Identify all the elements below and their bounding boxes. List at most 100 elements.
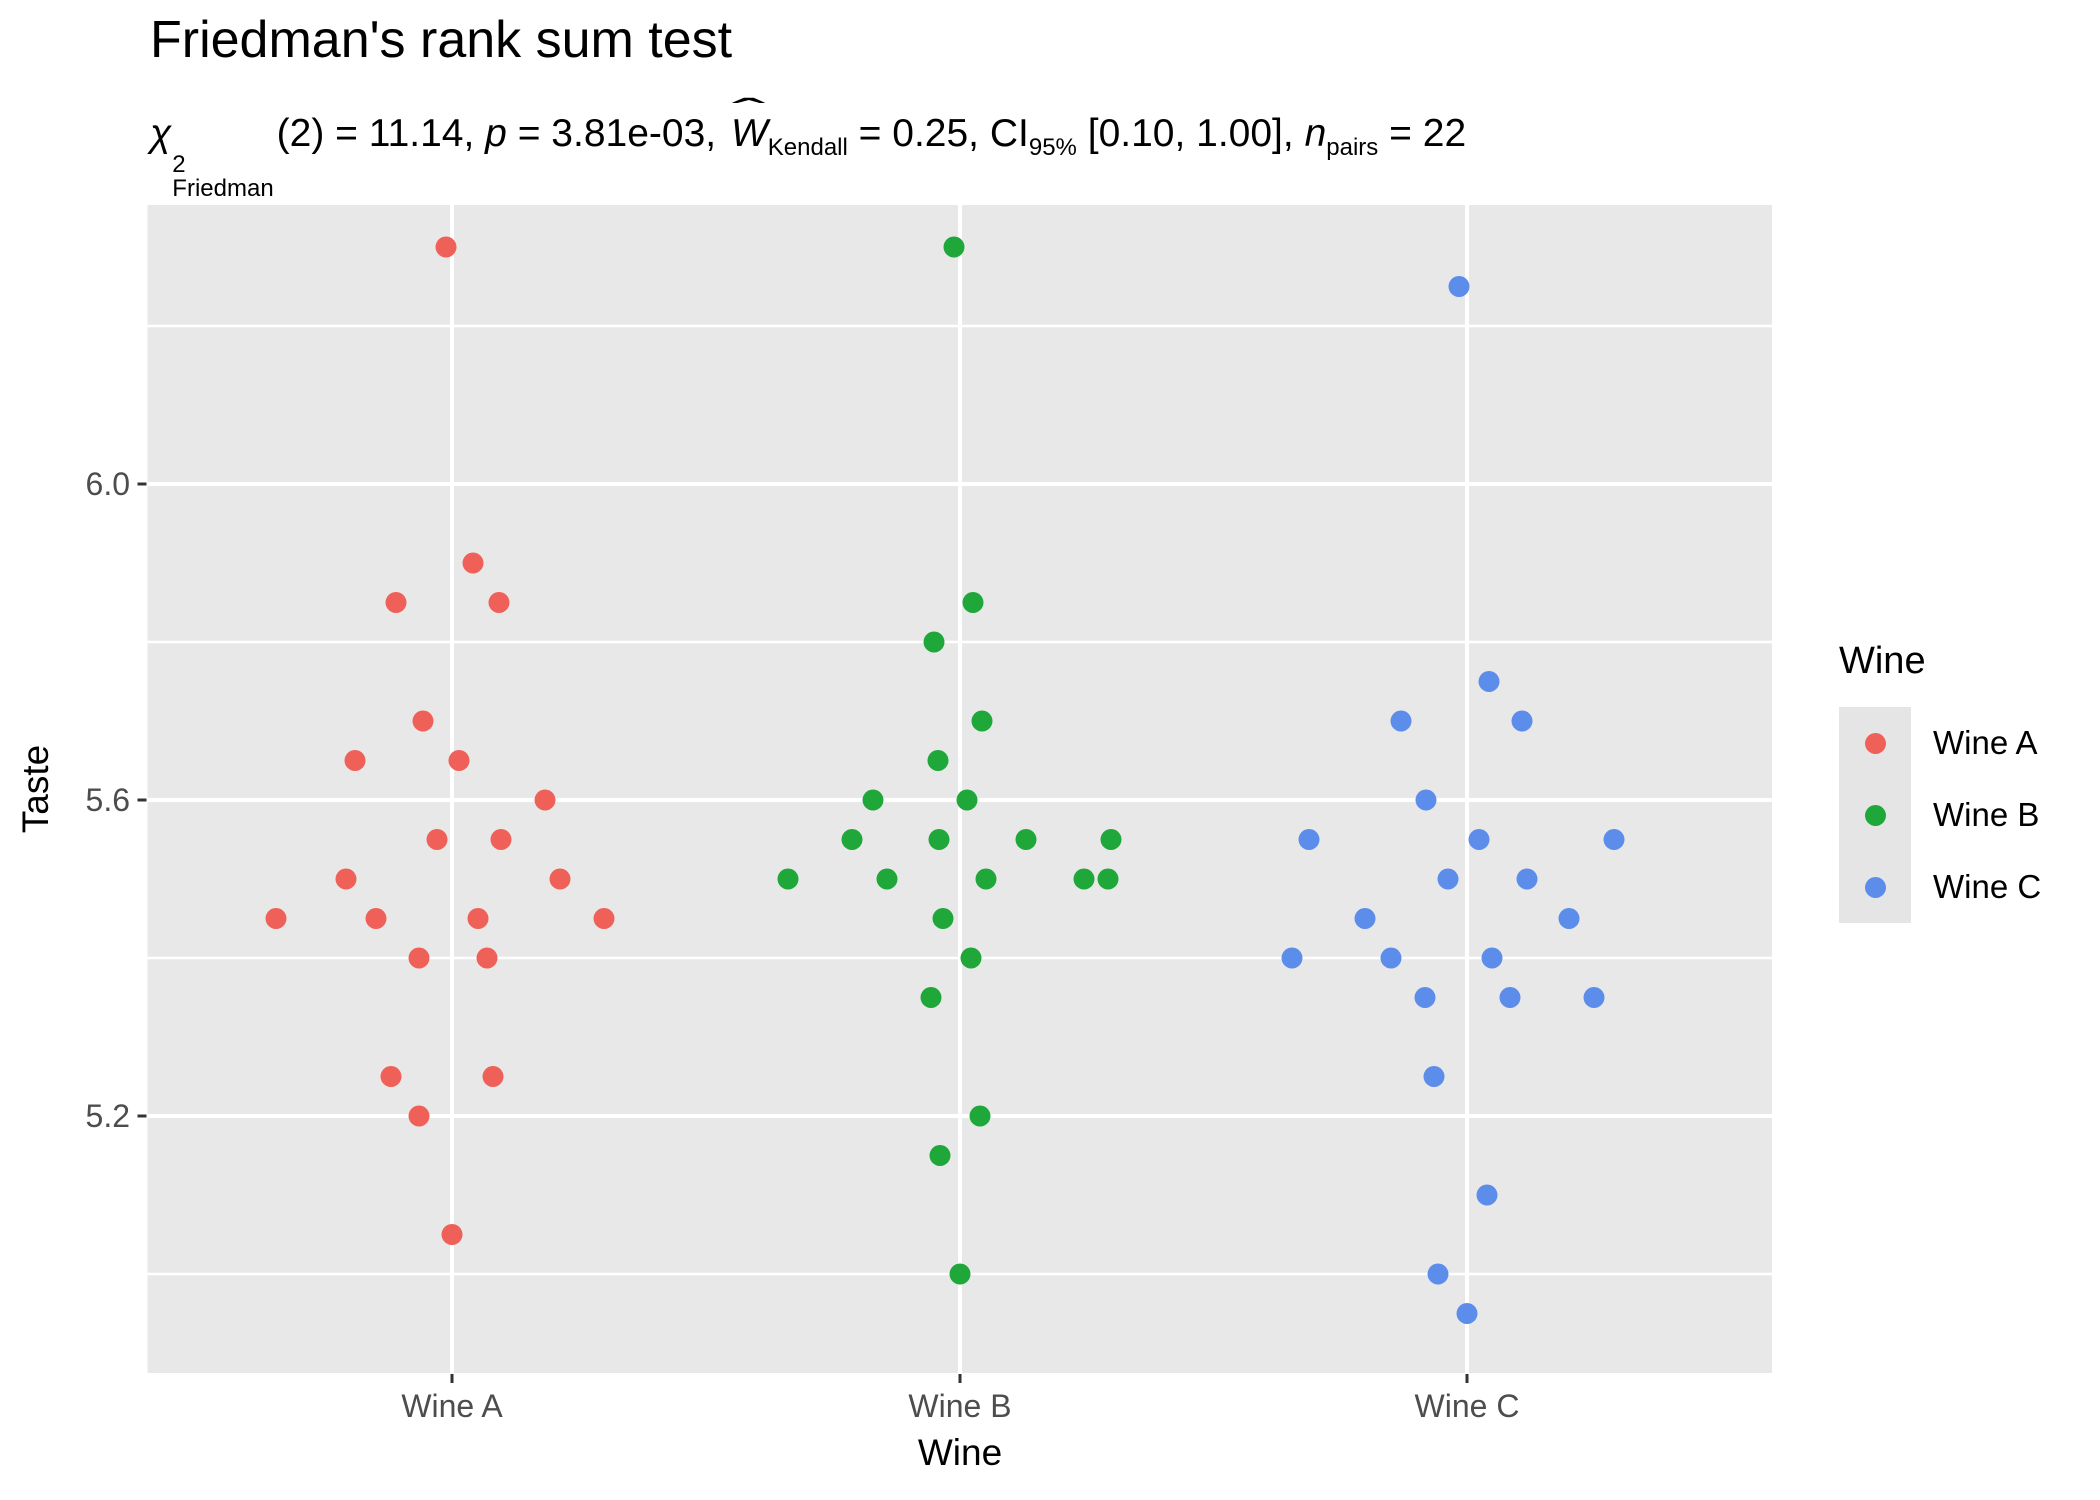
data-point-wine-c: [1603, 829, 1625, 850]
data-point-wine-b: [949, 1263, 971, 1285]
data-point-wine-b: [929, 1145, 951, 1166]
data-point-wine-c: [1414, 987, 1436, 1008]
legend-point-icon: [1864, 732, 1886, 754]
data-point-wine-b: [923, 631, 945, 653]
data-point-wine-b: [962, 592, 984, 613]
legend-label: Wine C: [1933, 868, 2042, 905]
data-point-wine-c: [1415, 789, 1437, 811]
data-point-wine-a: [490, 829, 512, 850]
data-point-wine-c: [1499, 987, 1521, 1008]
data-point-wine-c: [1298, 829, 1320, 850]
data-point-wine-c: [1478, 671, 1500, 692]
data-point-wine-c: [1476, 1184, 1498, 1206]
legend-key: [1839, 851, 1911, 923]
data-point-wine-c: [1456, 1303, 1478, 1324]
data-point-wine-b: [960, 947, 982, 969]
data-point-wine-a: [435, 236, 457, 258]
chi-scripts: 2 Friedman: [172, 153, 273, 201]
legend-label: Wine B: [1933, 796, 2040, 833]
y-axis-tick-label: 5.2: [85, 1098, 130, 1134]
legend-key: [1839, 707, 1911, 779]
legend-entry: Wine A: [1839, 707, 2041, 779]
data-point-wine-b: [920, 987, 942, 1008]
data-point-wine-b: [862, 789, 884, 811]
stat-segment: = 22: [1378, 112, 1467, 155]
data-point-wine-a: [380, 1066, 402, 1087]
data-point-wine-b: [876, 868, 898, 890]
stat-segment: = 0.25, CI: [847, 112, 1029, 155]
data-point-wine-c: [1583, 987, 1605, 1008]
x-axis-tick-label: Wine B: [908, 1388, 1012, 1424]
data-point-wine-a: [408, 947, 430, 969]
data-point-wine-a: [448, 750, 470, 771]
legend-point-icon: [1864, 876, 1886, 898]
n-subscript: pairs: [1326, 134, 1379, 161]
data-point-wine-c: [1423, 1066, 1445, 1087]
chi-symbol: χ: [150, 112, 172, 155]
ci-subscript: 95%: [1028, 134, 1077, 161]
data-point-wine-b: [956, 789, 978, 811]
data-point-wine-c: [1437, 868, 1459, 890]
data-point-wine-b: [1100, 829, 1122, 850]
y-axis-tick-label: 6.0: [85, 466, 130, 502]
data-point-wine-a: [265, 908, 287, 929]
data-point-wine-b: [943, 236, 965, 258]
data-point-wine-c: [1281, 947, 1303, 969]
data-point-wine-a: [412, 710, 434, 732]
data-point-wine-b: [932, 908, 954, 929]
data-point-wine-b: [927, 750, 949, 771]
hat-accent: ˆ: [732, 91, 767, 134]
data-point-wine-b: [1015, 829, 1037, 850]
w-subscript: Kendall: [767, 134, 848, 161]
chi-superscript: 2: [172, 151, 186, 178]
data-point-wine-a: [593, 908, 615, 929]
data-point-wine-a: [426, 829, 448, 850]
legend-entries: Wine A Wine B Wine C: [1839, 707, 2041, 923]
legend: Wine Wine A Wine B Wine C: [1839, 640, 2041, 923]
data-point-wine-c: [1481, 947, 1503, 969]
data-point-wine-a: [385, 592, 407, 613]
x-axis-title: Wine: [917, 1432, 1003, 1473]
data-point-wine-c: [1380, 947, 1402, 969]
data-point-wine-a: [408, 1105, 430, 1127]
data-point-wine-c: [1427, 1263, 1449, 1285]
chi-subscript: Friedman: [172, 175, 274, 202]
stat-segment: [0.10, 1.00],: [1076, 112, 1305, 155]
data-point-wine-a: [344, 750, 366, 771]
data-point-wine-b: [1073, 868, 1095, 890]
legend-entry: Wine B: [1839, 779, 2041, 851]
p-symbol: p: [485, 112, 507, 155]
data-point-wine-a: [335, 868, 357, 890]
data-point-wine-c: [1468, 829, 1490, 850]
data-point-wine-a: [488, 592, 510, 613]
legend-entry: Wine C: [1839, 851, 2041, 923]
data-point-wine-c: [1516, 868, 1538, 890]
data-point-wine-b: [1097, 868, 1119, 890]
plot-title: Friedman's rank sum test: [150, 11, 733, 69]
data-point-wine-b: [969, 1105, 991, 1127]
data-point-wine-a: [549, 868, 571, 890]
legend-key: [1839, 779, 1911, 851]
data-point-wine-a: [462, 552, 484, 574]
data-point-wine-a: [534, 789, 556, 811]
n-symbol: n: [1304, 112, 1327, 155]
data-point-wine-a: [365, 908, 387, 929]
data-point-wine-c: [1354, 908, 1376, 929]
data-point-wine-a: [467, 908, 489, 929]
legend-point-icon: [1864, 804, 1886, 826]
data-point-wine-c: [1390, 710, 1412, 732]
stat-segment: = 3.81e-03,: [506, 112, 727, 155]
data-point-wine-b: [975, 868, 997, 890]
data-point-wine-a: [482, 1066, 504, 1087]
data-point-wine-b: [928, 829, 950, 850]
stat-segment: (2) = 11.14,: [276, 112, 486, 155]
y-axis-tick-label: 5.6: [85, 782, 130, 818]
data-point-wine-c: [1558, 908, 1580, 929]
data-point-wine-b: [971, 710, 993, 732]
x-axis-tick-label: Wine C: [1414, 1388, 1520, 1424]
data-point-wine-a: [441, 1224, 463, 1245]
data-point-wine-a: [476, 947, 498, 969]
